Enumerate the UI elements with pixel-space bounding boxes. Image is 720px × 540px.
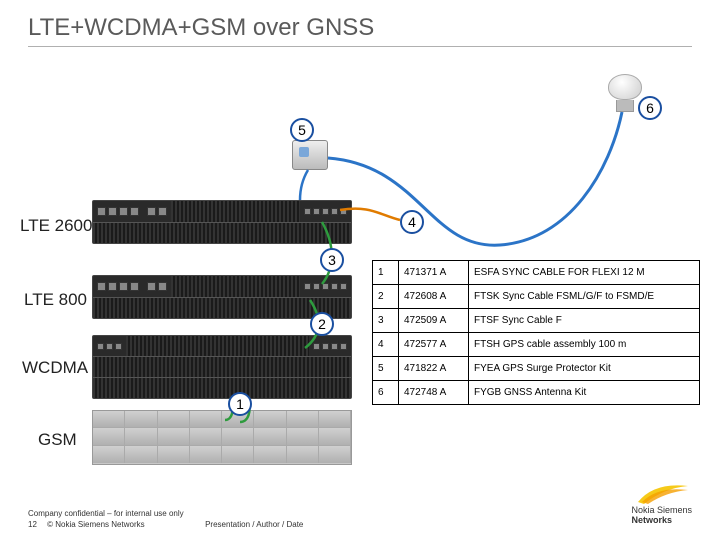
pill-5: 5 <box>290 118 314 142</box>
table-cell: 5 <box>373 357 399 381</box>
table-row: 4472577 AFTSH GPS cable assembly 100 m <box>373 333 700 357</box>
label-gsm: GSM <box>38 430 77 450</box>
table-cell: 472608 A <box>399 285 469 309</box>
table-cell: FTSH GPS cable assembly 100 m <box>469 333 700 357</box>
rack-gsm <box>92 410 352 465</box>
pill-4: 4 <box>400 210 424 234</box>
footer-center: Presentation / Author / Date <box>205 520 303 529</box>
table-cell: 3 <box>373 309 399 333</box>
rack-lte2600 <box>92 200 352 244</box>
brand-logo: Nokia Siemens Networks <box>631 506 692 526</box>
table-row: 1471371 AESFA SYNC CABLE FOR FLEXI 12 M <box>373 261 700 285</box>
gnss-antenna-icon <box>608 74 642 114</box>
rack-lte800 <box>92 275 352 319</box>
table-cell: 472577 A <box>399 333 469 357</box>
footer-copyright: © Nokia Siemens Networks <box>47 520 144 529</box>
table-cell: 1 <box>373 261 399 285</box>
table-cell: FTSK Sync Cable FSML/G/F to FSMD/E <box>469 285 700 309</box>
footer-page: 12 <box>28 520 37 529</box>
table-row: 2472608 AFTSK Sync Cable FSML/G/F to FSM… <box>373 285 700 309</box>
table-row: 6472748 AFYGB GNSS Antenna Kit <box>373 381 700 405</box>
table-row: 3472509 AFTSF Sync Cable F <box>373 309 700 333</box>
label-wcdma: WCDMA <box>22 358 88 378</box>
footer-confidential: Company confidential – for internal use … <box>28 509 311 519</box>
pill-1: 1 <box>228 392 252 416</box>
table-row: 5471822 AFYEA GPS Surge Protector Kit <box>373 357 700 381</box>
label-lte800: LTE 800 <box>24 290 87 310</box>
brand-line2: Networks <box>631 516 692 526</box>
slide-title: LTE+WCDMA+GSM over GNSS <box>28 14 374 42</box>
table-cell: FTSF Sync Cable F <box>469 309 700 333</box>
title-rule <box>28 46 692 47</box>
table-cell: 471371 A <box>399 261 469 285</box>
table-cell: FYEA GPS Surge Protector Kit <box>469 357 700 381</box>
table-cell: 472748 A <box>399 381 469 405</box>
table-cell: ESFA SYNC CABLE FOR FLEXI 12 M <box>469 261 700 285</box>
table-cell: 4 <box>373 333 399 357</box>
table-cell: 472509 A <box>399 309 469 333</box>
label-lte2600: LTE 2600 <box>20 216 92 236</box>
pill-6: 6 <box>638 96 662 120</box>
table-cell: 2 <box>373 285 399 309</box>
table-cell: FYGB GNSS Antenna Kit <box>469 381 700 405</box>
pill-2: 2 <box>310 312 334 336</box>
surge-protector-icon <box>292 140 328 170</box>
parts-table: 1471371 AESFA SYNC CABLE FOR FLEXI 12 M2… <box>372 260 700 405</box>
table-cell: 471822 A <box>399 357 469 381</box>
table-cell: 6 <box>373 381 399 405</box>
footer: Company confidential – for internal use … <box>28 509 311 530</box>
pill-3: 3 <box>320 248 344 272</box>
rack-wcdma <box>92 335 352 399</box>
